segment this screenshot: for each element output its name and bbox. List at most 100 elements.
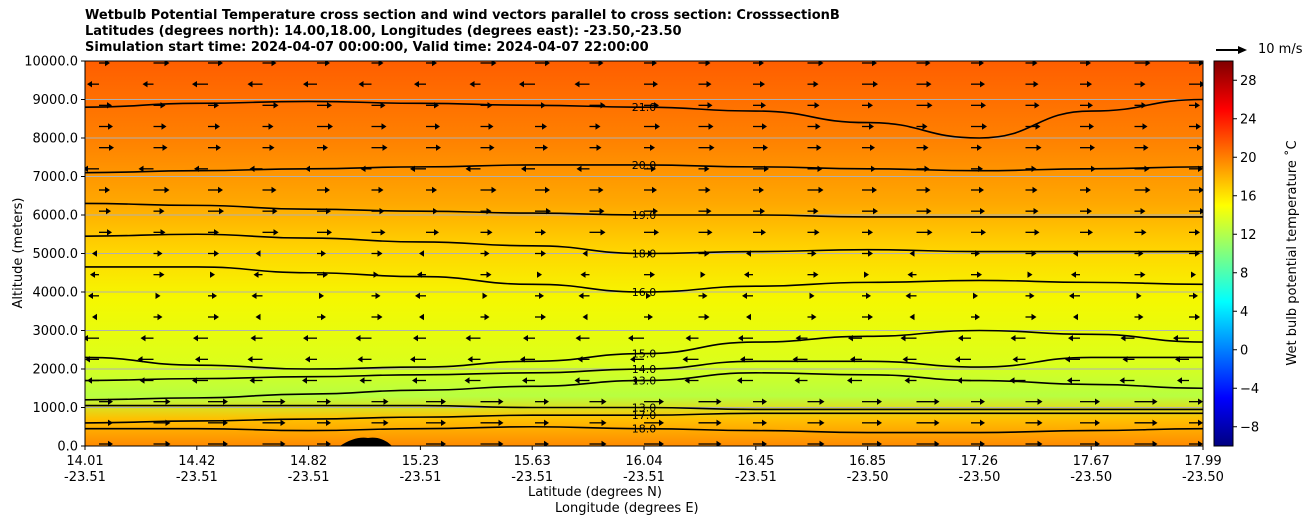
wind-vector <box>862 313 873 321</box>
wind-vector-head <box>223 440 228 446</box>
wind-vector <box>85 165 99 173</box>
wind-vector-head <box>877 398 882 405</box>
wind-vector <box>1134 229 1147 236</box>
wind-vector <box>582 313 588 321</box>
wind-vector-head <box>92 313 97 321</box>
wind-vector-head <box>978 165 983 173</box>
wind-vector <box>426 123 440 130</box>
wind-vector-head <box>1087 207 1092 215</box>
wind-vector <box>88 292 99 300</box>
wind-vector-head <box>1195 250 1200 257</box>
wind-vector <box>480 250 490 257</box>
wind-vector-head <box>484 313 490 321</box>
wind-vector-head <box>868 250 873 257</box>
wind-vector <box>753 419 767 427</box>
wind-vector <box>153 61 170 67</box>
wind-vector-head <box>574 377 580 384</box>
x-tick-label-lon: -23.51 <box>623 470 665 485</box>
wind-vector <box>482 292 488 300</box>
x-tick-label-lat: 16.45 <box>737 454 774 469</box>
x-tick-label-lon: -23.50 <box>958 470 1000 485</box>
wind-vector-head <box>321 250 326 257</box>
wind-vector-head <box>268 123 274 130</box>
wind-vector-head <box>742 292 747 300</box>
wind-vector <box>753 102 766 109</box>
y-tick-label: 4000.0 <box>33 286 79 301</box>
wind-vector-head <box>415 292 420 300</box>
wind-vector-head <box>653 207 658 215</box>
wind-vector-head <box>909 250 915 257</box>
wind-vector-head <box>544 398 549 405</box>
wind-vector <box>371 398 389 405</box>
wind-vector <box>971 398 985 405</box>
wind-vector-head <box>578 292 584 300</box>
wind-vector-head <box>652 186 657 194</box>
wind-vector <box>1027 271 1033 278</box>
terrain <box>340 437 392 446</box>
wind-vector-head <box>434 229 439 236</box>
wind-vector <box>371 102 386 109</box>
wind-vector <box>317 144 328 151</box>
wind-vector-head <box>327 102 332 109</box>
wind-vector <box>426 186 437 194</box>
wind-vector <box>153 207 165 215</box>
wind-vector-head <box>160 229 166 236</box>
wind-vector-head <box>813 207 819 215</box>
wind-vector <box>535 123 547 130</box>
wind-vector <box>1010 334 1026 342</box>
wind-vector <box>916 102 933 109</box>
x-tick-label-lon: -23.50 <box>1070 470 1112 485</box>
wind-vector <box>684 377 699 384</box>
wind-vector-head <box>247 356 253 363</box>
wind-vector <box>99 61 110 67</box>
wind-vector-head <box>159 207 165 215</box>
wind-vector <box>685 334 699 342</box>
wind-vector <box>971 102 986 109</box>
wind-vector <box>153 398 171 405</box>
wind-vector-head <box>165 419 171 427</box>
wind-vector-head <box>1034 229 1040 236</box>
wind-vector-head <box>646 292 651 300</box>
wind-vector-head <box>137 356 143 363</box>
wind-vector-head <box>575 334 581 342</box>
wind-vector <box>973 292 978 300</box>
wind-vector <box>415 292 426 300</box>
wind-vector <box>862 250 873 257</box>
wind-vector <box>249 165 263 173</box>
wind-vector <box>792 356 808 363</box>
x-tick-label-lon: -23.50 <box>1182 470 1224 485</box>
wind-vector <box>1134 440 1158 446</box>
wind-vector <box>355 334 372 342</box>
wind-vector <box>153 250 163 257</box>
wind-vector <box>1025 313 1037 321</box>
wind-vector <box>371 186 384 194</box>
wind-vector-head <box>980 419 985 427</box>
wind-vector <box>746 250 751 257</box>
wind-vector-head <box>651 165 656 173</box>
wind-vector <box>807 186 824 194</box>
wind-vector-head <box>815 123 821 130</box>
wind-vector <box>1119 377 1135 384</box>
wind-vector-head <box>223 398 228 405</box>
wind-vector <box>139 377 154 384</box>
wind-vector <box>480 313 490 321</box>
wind-vector-head <box>923 144 929 151</box>
wind-vector <box>955 356 971 363</box>
wind-vector-head <box>922 123 928 130</box>
wind-vector <box>1025 61 1038 67</box>
wind-vector <box>153 102 166 109</box>
wind-vector <box>208 61 223 67</box>
wind-vector <box>862 144 875 151</box>
wind-vector-head <box>1088 102 1093 109</box>
wind-vector <box>644 229 659 236</box>
wind-vector-head <box>360 165 366 173</box>
wind-vector <box>807 144 822 151</box>
wind-vector-head <box>1088 229 1093 236</box>
wind-vector <box>92 250 97 257</box>
wind-vector-head <box>980 207 985 215</box>
wind-vector <box>1120 334 1135 342</box>
wind-vector-head <box>142 80 148 88</box>
wind-vector <box>302 377 317 384</box>
wind-vector <box>373 271 379 278</box>
wind-vector-head <box>541 229 546 236</box>
